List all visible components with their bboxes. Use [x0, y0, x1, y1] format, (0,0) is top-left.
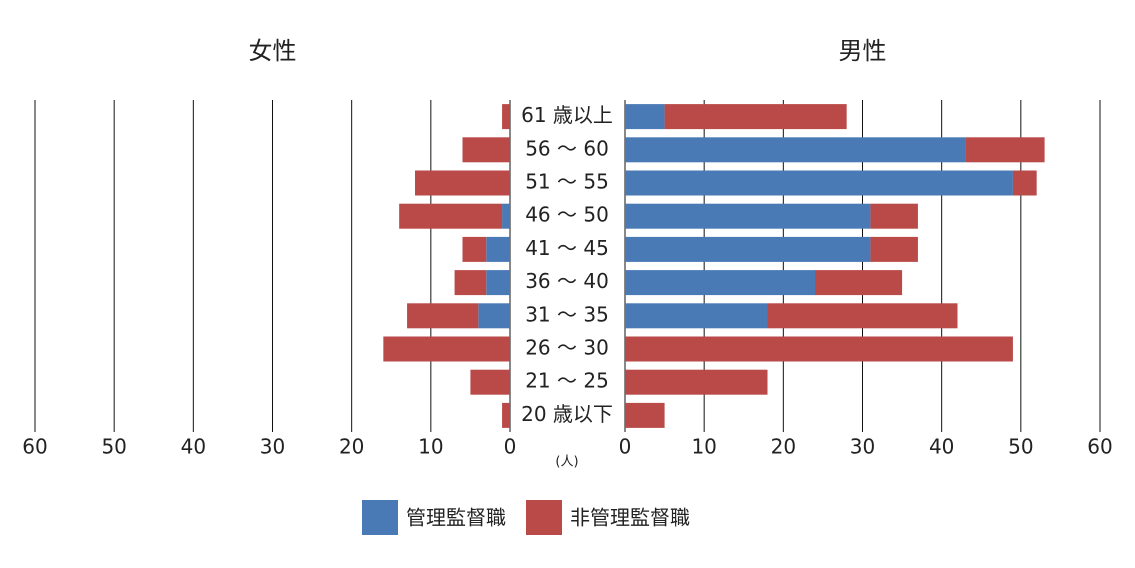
bar	[625, 137, 966, 163]
bar	[470, 369, 510, 395]
bar	[383, 336, 510, 362]
category-label: 21 ～ 25	[525, 369, 609, 393]
x-tick-label: 10	[691, 435, 716, 459]
x-tick-label: 60	[22, 435, 47, 459]
bar	[486, 270, 510, 296]
category-label: 56 ～ 60	[525, 136, 609, 160]
legend-label: 管理監督職	[406, 506, 506, 530]
bar	[625, 369, 768, 395]
bar	[664, 104, 847, 130]
x-tick-label: 30	[850, 435, 875, 459]
bar	[1012, 170, 1037, 196]
bar	[486, 236, 510, 262]
category-label: 26 ～ 30	[525, 336, 609, 360]
bar	[462, 137, 510, 163]
legend-label: 非管理監督職	[570, 506, 690, 530]
x-tick-label: 0	[504, 435, 517, 459]
x-tick-label: 50	[1008, 435, 1033, 459]
x-tick-label: 60	[1087, 435, 1112, 459]
bar	[870, 203, 918, 229]
legend-swatch	[362, 500, 398, 535]
x-tick-label: 50	[101, 435, 126, 459]
bar	[502, 104, 510, 130]
bar	[415, 170, 510, 196]
category-label: 51 ～ 55	[525, 170, 609, 194]
category-label: 41 ～ 45	[525, 236, 609, 260]
bar	[767, 303, 958, 329]
bar	[478, 303, 510, 329]
bar	[625, 170, 1013, 196]
category-label: 36 ～ 40	[525, 269, 609, 293]
bar	[815, 270, 903, 296]
legend-swatch	[526, 500, 562, 535]
category-label: 46 ～ 50	[525, 203, 609, 227]
x-tick-label: 30	[260, 435, 285, 459]
bar	[454, 270, 487, 296]
bar	[625, 270, 815, 296]
bar	[870, 236, 918, 262]
x-tick-label: 10	[418, 435, 443, 459]
x-tick-label: 40	[929, 435, 954, 459]
x-tick-label: 20	[339, 435, 364, 459]
panel-title: 女性	[249, 37, 297, 65]
category-label: 20 歳以下	[521, 402, 613, 426]
bar	[399, 203, 503, 229]
bar	[502, 203, 510, 229]
bar	[462, 236, 487, 262]
bar	[625, 203, 871, 229]
bar	[625, 104, 665, 130]
bar	[502, 402, 510, 428]
x-tick-label: 40	[181, 435, 206, 459]
x-tick-label: 20	[771, 435, 796, 459]
x-tick-label: 0	[619, 435, 632, 459]
bar	[965, 137, 1045, 163]
panel-title: 男性	[839, 37, 887, 65]
bar	[625, 303, 768, 329]
bar	[625, 402, 665, 428]
category-label: 31 ～ 35	[525, 302, 609, 326]
category-label: 61 歳以上	[521, 103, 613, 127]
bar	[625, 236, 871, 262]
bar	[407, 303, 479, 329]
bar	[625, 336, 1013, 362]
axis-unit: (人)	[555, 455, 578, 470]
